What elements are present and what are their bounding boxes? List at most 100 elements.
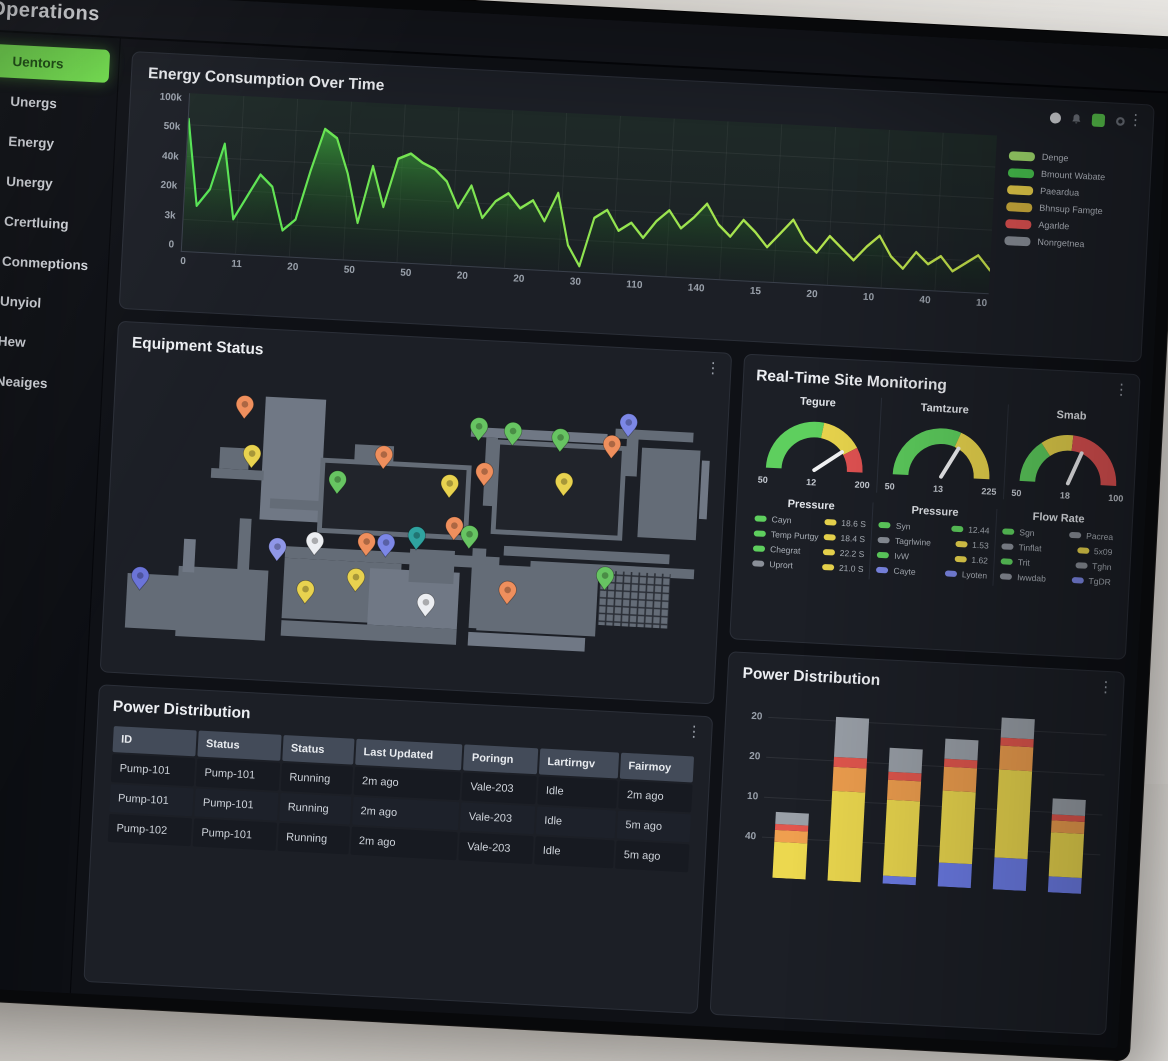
legend-swatch [1005,218,1032,229]
bar-segment-orange [832,766,867,793]
map-pin[interactable] [328,470,347,495]
map-pin[interactable] [376,533,396,558]
settings-icon[interactable] [1114,115,1128,129]
sidebar-item-label: Neaiges [0,373,48,392]
bar-segment-yellow [1048,832,1085,878]
map-pin[interactable] [602,434,622,460]
x-tick-label: 20 [512,273,525,285]
x-tick-label: 10 [975,297,988,310]
y-tick-label: 0 [168,239,175,251]
map-pin[interactable] [445,516,464,541]
column-header: Status [197,730,282,761]
sidebar-item-crertluing[interactable]: Crertluing [0,203,102,243]
sidebar-item-label: Uentors [12,53,64,72]
sidebar-item-unyiol[interactable]: Unyiol [0,283,98,323]
facility-map [124,395,710,652]
table-cell: 5m ago [615,840,690,873]
legend-label: IvW [894,550,910,562]
gauge-title: Tamtzure [920,401,970,417]
map-pin[interactable] [440,474,459,499]
more-options-icon[interactable]: ⋮ [686,723,702,741]
map-pin[interactable] [407,526,426,551]
gauge-max: 100 [1108,492,1124,504]
bar-segment-yellow [994,769,1033,860]
map-pin[interactable] [131,566,150,591]
x-tick-label: 20 [456,270,469,282]
gauge-smab: Smab 50 18 100 [1003,404,1135,506]
map-pin[interactable] [235,395,255,420]
gauges: Tegure 50 12 200 Tamtzure 50 13 225 Smab 50 18 100 [750,391,1135,506]
map-pin[interactable] [268,537,287,562]
gauge-legend-title: Flow Rate [1032,510,1085,526]
map-pin[interactable] [346,567,366,593]
gauge-min: 50 [884,481,895,492]
bar-segment-orange [774,829,809,844]
status-dot-icon[interactable] [1049,112,1062,124]
bar-segment-gray [888,747,923,774]
legend-label: Chegrat [769,544,801,556]
y-tick-label: 50k [163,121,181,134]
more-options-icon[interactable]: ⋮ [1127,111,1144,130]
legend-label: Syn [895,520,911,532]
sidebar-item-unergs[interactable]: Unergs [0,83,108,123]
legend-label: Sgn [1019,527,1035,538]
more-options-icon[interactable]: ⋮ [1097,678,1114,697]
sidebar-item-conmeptions[interactable]: Conmeptions [0,243,100,283]
legend-label: Tinflat [1018,542,1042,554]
map-pin[interactable] [595,566,615,591]
column-header: Poringn [463,744,539,775]
energy-panel: Energy Consumption Over Time ⋮ 100k 50k 40… [118,51,1155,363]
x-tick-label: 50 [399,267,412,280]
map-pin[interactable] [498,580,517,606]
legend-swatch [1001,543,1014,550]
map-pin[interactable] [469,417,489,442]
bar-segment-orange [999,745,1034,772]
bar-segment-gray [1000,717,1035,740]
legend-value: 1.62 [971,554,989,566]
legend-swatch [1069,531,1082,539]
avatar[interactable] [1091,113,1106,128]
site-monitoring-panel: Real-Time Site Monitoring ⋮ Tegure 50 12 20… [729,353,1141,660]
legend-swatch [1076,547,1090,554]
x-tick-label: 40 [919,294,931,307]
more-options-icon[interactable]: ⋮ [705,359,721,378]
legend-swatch [1004,235,1031,246]
bar-segment-red [1000,737,1034,748]
table-cell: 2m ago [351,796,460,831]
table-cell: Vale-203 [460,802,536,835]
bar-segment-blue [992,857,1028,892]
notifications-icon[interactable] [1070,112,1084,126]
legend-swatch [1006,184,1034,195]
map-pin[interactable] [416,593,436,618]
legend-value: 12.44 [967,524,990,536]
map-pin[interactable] [374,445,394,470]
main-area: Energy Consumption Over Time ⋮ 100k 50k 40… [71,39,1168,1049]
bar-segment-blue [937,862,973,889]
gauge-title: Smab [1056,409,1087,423]
gauge-legend-row: Trit Tghn [1000,556,1112,572]
table-cell: Pump-101 [195,758,281,791]
more-options-icon[interactable]: ⋮ [1113,380,1130,399]
sidebar-item-hew[interactable]: Hew [0,323,96,363]
sidebar-item-uentors[interactable]: Uentors [0,43,111,83]
map-pin[interactable] [296,579,315,605]
sidebar-item-neaiges[interactable]: Neaiges [0,363,93,403]
legend-swatch [753,530,767,537]
map-pin[interactable] [357,532,376,557]
sidebar-item-energy[interactable]: Energy [0,123,106,163]
legend-swatch [954,555,967,563]
gauge-legend-column: Flow Rate Sgn Pacrea Tinflat 5x09 Trit Tghn Iww… [992,508,1121,593]
x-tick-label: 50 [343,264,356,277]
map-pin[interactable] [475,462,494,487]
y-tick-label: 40 [744,830,757,843]
map-pin[interactable] [305,531,325,557]
map-pin[interactable] [503,421,523,447]
map-pin[interactable] [460,525,479,550]
sidebar-item-unergy[interactable]: Unergy [0,163,104,203]
map-pin[interactable] [619,413,638,438]
map-pin[interactable] [551,428,570,453]
gauge-max: 225 [981,486,997,497]
map-pin[interactable] [554,472,574,497]
legend-value: 18.4 S [840,532,866,545]
map-pin[interactable] [242,444,262,469]
